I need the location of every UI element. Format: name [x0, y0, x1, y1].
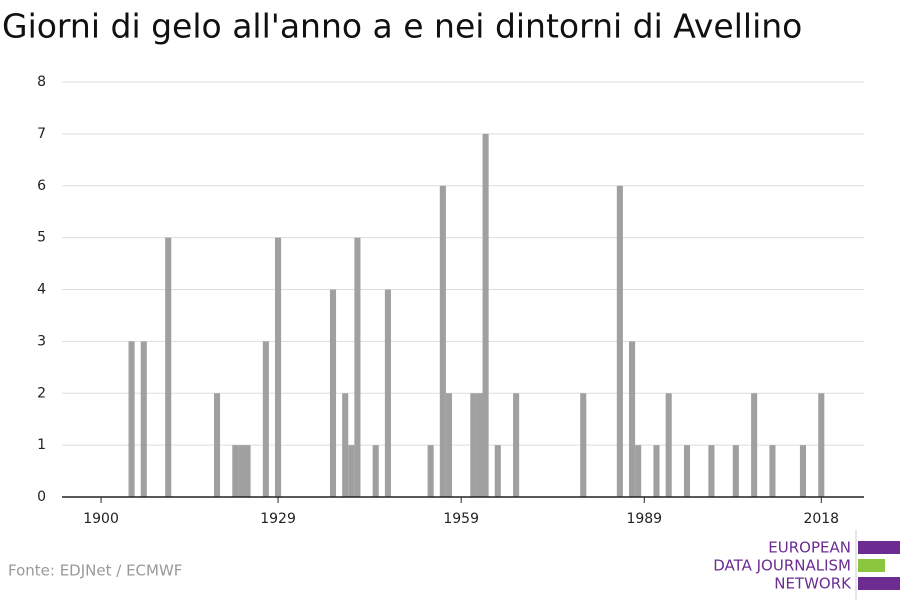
- y-tick-label: 5: [37, 230, 46, 246]
- bar: [635, 445, 642, 497]
- bar: [616, 185, 623, 497]
- bar: [629, 341, 636, 497]
- bar: [580, 393, 587, 497]
- y-tick-label: 2: [37, 385, 46, 401]
- bar: [818, 393, 825, 497]
- bar: [445, 393, 453, 497]
- bar: [665, 393, 672, 497]
- y-tick-label: 7: [37, 126, 46, 142]
- bar: [751, 393, 758, 497]
- x-tick-label: 1959: [443, 511, 479, 527]
- bar: [513, 393, 520, 497]
- bar: [732, 445, 739, 497]
- bar: [244, 445, 251, 497]
- bar: [232, 445, 239, 497]
- credit: NETWORK: [774, 575, 852, 593]
- bar: [372, 445, 379, 497]
- credit: EUROPEAN: [768, 539, 851, 557]
- bar: [482, 133, 489, 497]
- bar: [494, 445, 501, 497]
- bar: [470, 393, 477, 497]
- bar: [238, 445, 245, 497]
- y-tick-label: 0: [37, 489, 46, 505]
- bar: [653, 445, 660, 497]
- x-tick-label: 1929: [260, 511, 296, 527]
- source: Fonte: EDJNet / ECMWF: [8, 562, 182, 580]
- chart-title: Giorni di gelo all'anno a e nei dintorni…: [2, 7, 802, 46]
- bar: [329, 289, 337, 497]
- bar: [140, 341, 147, 497]
- logo-bar: [858, 541, 900, 554]
- bar: [683, 445, 691, 497]
- bar: [342, 393, 349, 497]
- credit: DATA JOURNALISM: [713, 557, 851, 575]
- bar: [708, 445, 715, 497]
- x-tick-label: 1900: [83, 511, 119, 527]
- x-tick-label: 2018: [803, 511, 839, 527]
- bar: [348, 445, 355, 497]
- y-tick-label: 4: [37, 282, 46, 298]
- bar: [262, 341, 269, 497]
- bar: [799, 445, 807, 497]
- bar: [476, 393, 483, 497]
- logo-bar: [858, 559, 885, 572]
- bar: [769, 445, 776, 497]
- y-tick-label: 1: [37, 437, 46, 453]
- bar: [165, 237, 172, 497]
- bar: [275, 237, 282, 497]
- y-tick-label: 6: [37, 178, 46, 194]
- bar: [427, 445, 434, 497]
- x-tick-label: 1989: [626, 511, 662, 527]
- bar: [213, 393, 221, 497]
- bar: [128, 341, 135, 497]
- y-tick-label: 8: [37, 74, 46, 90]
- bar: [439, 185, 446, 497]
- bar: [384, 289, 391, 497]
- bar: [354, 237, 361, 497]
- y-tick-label: 3: [37, 333, 46, 349]
- logo-bar: [858, 577, 900, 590]
